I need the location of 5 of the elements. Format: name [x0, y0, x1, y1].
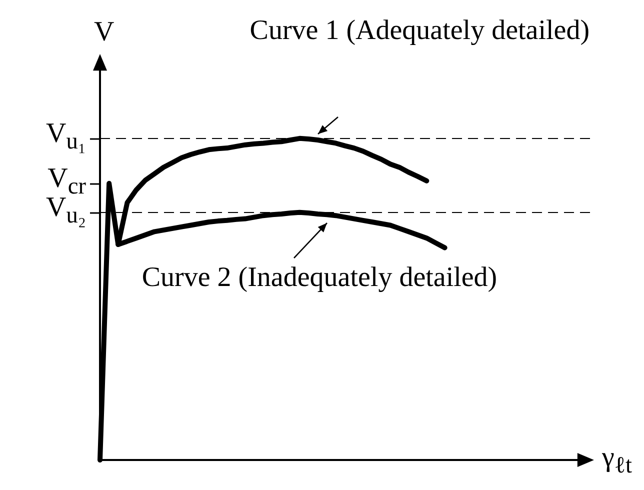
text: Curve 1 (Adequately detailed): [250, 14, 590, 48]
annotation: Curve 2 (Inadequately detailed): [142, 260, 498, 295]
ref-line-label: V$_{u₁}$: [46, 117, 86, 157]
x-axis-title: γ$_{ℓt}$: [602, 441, 632, 481]
y-axis-title: V: [94, 16, 114, 48]
